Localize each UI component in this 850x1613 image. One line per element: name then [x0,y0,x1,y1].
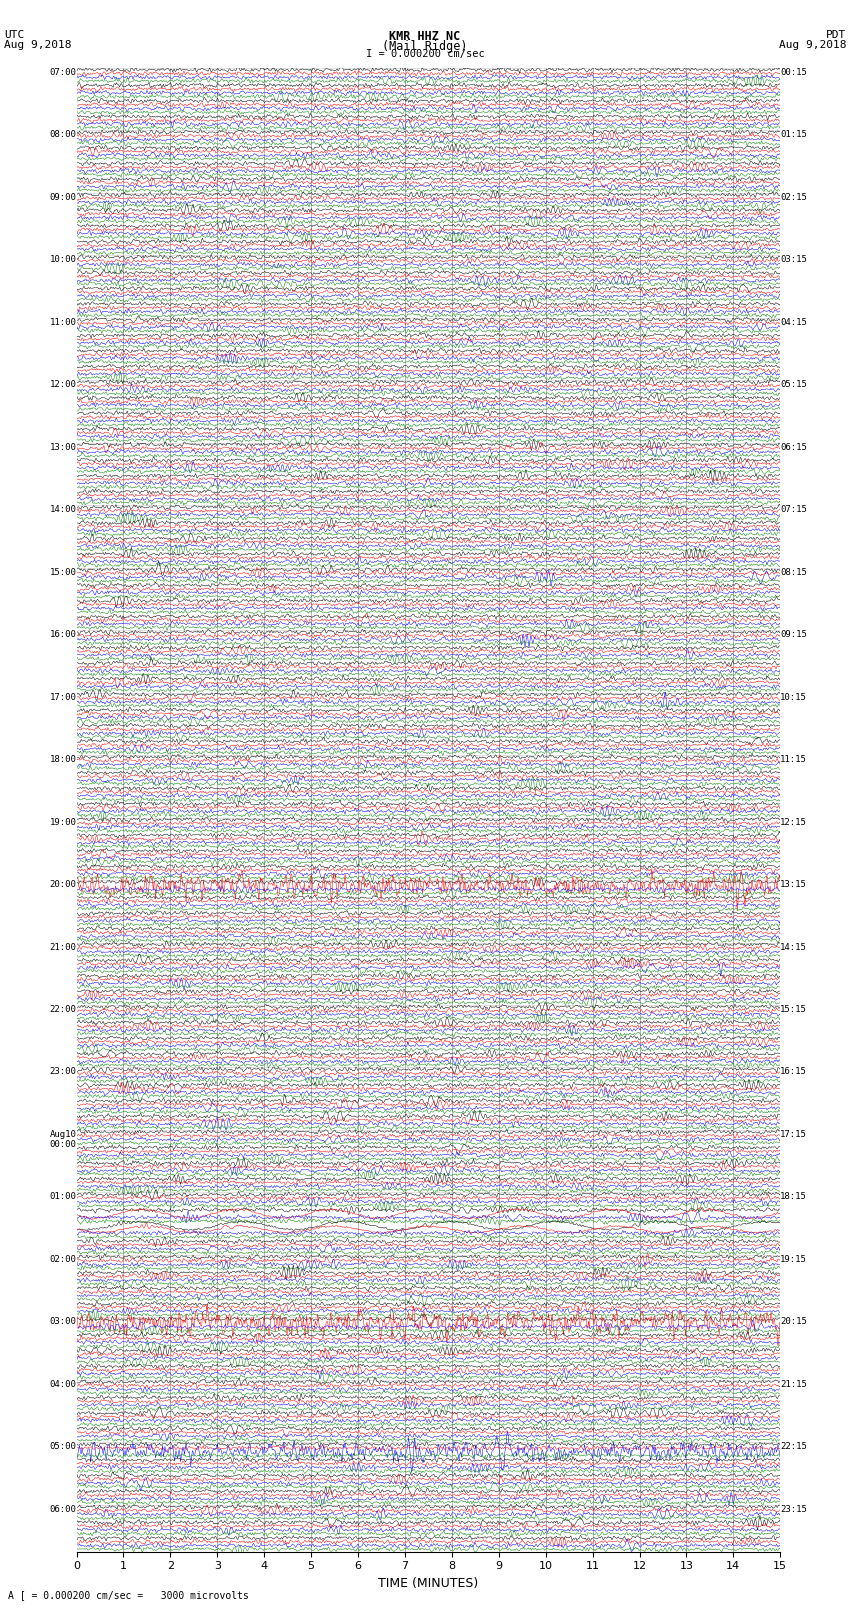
Text: 04:15: 04:15 [780,318,808,327]
Text: 23:00: 23:00 [49,1068,76,1076]
Text: 10:15: 10:15 [780,692,808,702]
Text: 06:00: 06:00 [49,1505,76,1515]
Text: 00:15: 00:15 [780,68,808,77]
Text: UTC: UTC [3,31,24,40]
Text: 04:00: 04:00 [49,1379,76,1389]
Text: 19:00: 19:00 [49,818,76,826]
Text: 07:00: 07:00 [49,68,76,77]
Text: I = 0.000200 cm/sec: I = 0.000200 cm/sec [366,50,484,60]
Text: 01:00: 01:00 [49,1192,76,1202]
Text: 22:00: 22:00 [49,1005,76,1015]
Text: A [ = 0.000200 cm/sec =   3000 microvolts: A [ = 0.000200 cm/sec = 3000 microvolts [8,1590,249,1600]
Text: 17:15: 17:15 [780,1131,808,1139]
Text: 02:15: 02:15 [780,192,808,202]
Text: 15:15: 15:15 [780,1005,808,1015]
Text: 01:15: 01:15 [780,131,808,139]
Text: 10:00: 10:00 [49,255,76,265]
Text: 21:00: 21:00 [49,942,76,952]
Text: 14:15: 14:15 [780,942,808,952]
Text: 12:15: 12:15 [780,818,808,826]
Text: KMR HHZ NC: KMR HHZ NC [389,31,461,44]
X-axis label: TIME (MINUTES): TIME (MINUTES) [378,1578,479,1590]
Text: 05:15: 05:15 [780,381,808,389]
Text: 20:00: 20:00 [49,881,76,889]
Text: 22:15: 22:15 [780,1442,808,1452]
Text: 21:15: 21:15 [780,1379,808,1389]
Text: 13:00: 13:00 [49,442,76,452]
Text: 11:15: 11:15 [780,755,808,765]
Text: 16:00: 16:00 [49,631,76,639]
Text: 03:15: 03:15 [780,255,808,265]
Text: 18:15: 18:15 [780,1192,808,1202]
Text: PDT: PDT [826,31,847,40]
Text: Aug 9,2018: Aug 9,2018 [3,39,71,50]
Text: 20:15: 20:15 [780,1318,808,1326]
Text: 03:00: 03:00 [49,1318,76,1326]
Text: 17:00: 17:00 [49,692,76,702]
Text: 19:15: 19:15 [780,1255,808,1265]
Text: 11:00: 11:00 [49,318,76,327]
Text: 07:15: 07:15 [780,505,808,515]
Text: 02:00: 02:00 [49,1255,76,1265]
Text: 14:00: 14:00 [49,505,76,515]
Text: 18:00: 18:00 [49,755,76,765]
Text: 08:00: 08:00 [49,131,76,139]
Text: Aug 9,2018: Aug 9,2018 [779,39,847,50]
Text: 16:15: 16:15 [780,1068,808,1076]
Text: 23:15: 23:15 [780,1505,808,1515]
Text: 12:00: 12:00 [49,381,76,389]
Text: Aug10
00:00: Aug10 00:00 [49,1131,76,1150]
Text: 06:15: 06:15 [780,442,808,452]
Text: 15:00: 15:00 [49,568,76,576]
Text: 13:15: 13:15 [780,881,808,889]
Text: 08:15: 08:15 [780,568,808,576]
Text: 05:00: 05:00 [49,1442,76,1452]
Text: (Mail Ridge): (Mail Ridge) [382,39,468,53]
Text: 09:00: 09:00 [49,192,76,202]
Text: 09:15: 09:15 [780,631,808,639]
